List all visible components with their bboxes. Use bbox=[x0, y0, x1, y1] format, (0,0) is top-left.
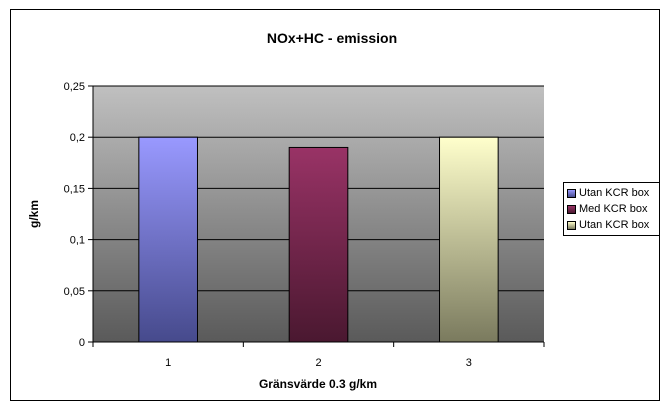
axes bbox=[88, 85, 545, 347]
legend-item: Utan KCR box bbox=[567, 185, 656, 201]
y-tick-label: 0,2 bbox=[70, 132, 85, 144]
y-tick-label: 0,05 bbox=[64, 286, 85, 298]
x-axis-label: Gränsvärde 0.3 g/km bbox=[259, 377, 377, 391]
chart-title: NOx+HC - emission bbox=[267, 30, 397, 46]
bar bbox=[138, 136, 198, 343]
y-tick-label: 0,15 bbox=[64, 183, 85, 195]
bar bbox=[288, 146, 349, 343]
legend-label: Utan KCR box bbox=[579, 219, 650, 231]
bar bbox=[439, 136, 499, 343]
bars bbox=[138, 136, 499, 343]
x-tick-label: 1 bbox=[165, 357, 171, 369]
y-axis-label: g/km bbox=[27, 200, 41, 228]
legend-swatch bbox=[567, 220, 576, 230]
legend-label: Utan KCR box bbox=[579, 187, 650, 199]
legend-swatch bbox=[567, 188, 576, 198]
x-tick-label: 3 bbox=[466, 357, 472, 369]
y-tick-labels: 0 0,05 0,1 0,15 0,2 0,25 bbox=[64, 81, 85, 349]
y-tick-label: 0,25 bbox=[64, 81, 85, 93]
legend: Utan KCR box Med KCR box Utan KCR box bbox=[563, 182, 660, 236]
y-tick-label: 0,1 bbox=[70, 235, 85, 247]
x-tick-labels: 1 2 3 bbox=[165, 357, 472, 369]
legend-swatch bbox=[567, 204, 576, 214]
legend-label: Med KCR box bbox=[579, 203, 648, 215]
legend-item: Med KCR box bbox=[567, 201, 656, 217]
legend-item: Utan KCR box bbox=[567, 217, 656, 233]
x-tick-label: 2 bbox=[315, 357, 321, 369]
y-tick-label: 0 bbox=[79, 337, 85, 349]
